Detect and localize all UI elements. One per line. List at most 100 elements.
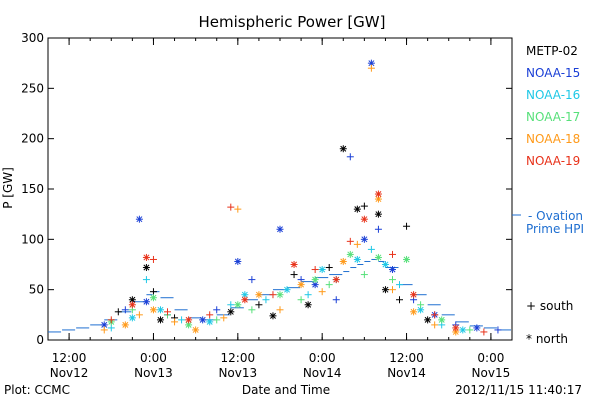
data-point-metp-02 bbox=[149, 288, 157, 296]
data-point-noaa-18 bbox=[367, 64, 375, 72]
data-point-metp-02 bbox=[255, 301, 263, 309]
y-axis-label: P [GW] bbox=[1, 167, 15, 209]
y-tick-label: 300 bbox=[21, 31, 44, 45]
x-tick-label-time: 0:00 bbox=[140, 351, 167, 365]
data-point-metp-02 bbox=[374, 210, 382, 218]
data-point-noaa-17 bbox=[234, 301, 242, 309]
data-point-noaa-18 bbox=[431, 321, 439, 329]
data-point-noaa-15 bbox=[248, 276, 256, 284]
legend-item-noaa-17: NOAA-17 bbox=[526, 110, 580, 124]
data-point-noaa-18 bbox=[171, 318, 179, 326]
data-point-noaa-16 bbox=[304, 291, 312, 299]
x-tick-label-time: 0:00 bbox=[477, 351, 504, 365]
data-point-noaa-18 bbox=[353, 240, 361, 248]
data-point-noaa-16 bbox=[459, 326, 467, 334]
data-point-noaa-17 bbox=[466, 326, 474, 334]
data-point-noaa-16 bbox=[381, 261, 389, 268]
data-point-metp-02 bbox=[353, 205, 361, 213]
x-tick-label-date: Nov14 bbox=[303, 366, 342, 380]
data-point-noaa-16 bbox=[227, 301, 235, 309]
data-point-noaa-17 bbox=[213, 316, 221, 324]
data-point-noaa-19 bbox=[142, 253, 150, 261]
south-symbol-label: + south bbox=[526, 299, 573, 313]
data-point-noaa-17 bbox=[149, 294, 157, 302]
data-point-noaa-18 bbox=[318, 288, 326, 296]
data-point-noaa-16 bbox=[142, 276, 150, 284]
data-point-metp-02 bbox=[325, 264, 333, 272]
data-point-noaa-19 bbox=[360, 215, 368, 223]
data-point-metp-02 bbox=[360, 202, 368, 210]
y-tick-label: 0 bbox=[36, 333, 44, 347]
data-point-noaa-15 bbox=[494, 326, 502, 334]
data-point-noaa-15 bbox=[388, 266, 396, 274]
data-point-noaa-17 bbox=[417, 301, 425, 309]
data-point-noaa-16 bbox=[283, 286, 291, 294]
data-point-noaa-19 bbox=[206, 311, 214, 319]
legend: METP-02 NOAA-15 NOAA-16 NOAA-17 NOAA-18 NOAA-… bbox=[526, 44, 580, 168]
y-tick-label: 250 bbox=[21, 81, 44, 95]
data-point-noaa-17 bbox=[388, 276, 396, 284]
data-point-noaa-19 bbox=[480, 328, 488, 336]
data-point-noaa-18 bbox=[192, 326, 200, 334]
data-point-noaa-15 bbox=[276, 225, 284, 233]
data-point-metp-02 bbox=[304, 301, 312, 309]
data-point-noaa-19 bbox=[107, 316, 115, 324]
data-point-metp-02 bbox=[339, 145, 347, 153]
data-point-noaa-18 bbox=[374, 195, 382, 203]
data-point-noaa-16 bbox=[178, 316, 186, 324]
data-point-noaa-16 bbox=[262, 296, 270, 304]
data-point-metp-02 bbox=[114, 308, 122, 316]
x-tick-label-date: Nov13 bbox=[134, 366, 173, 380]
data-point-noaa-19 bbox=[185, 316, 193, 324]
x-tick-label-time: 12:00 bbox=[52, 351, 87, 365]
data-point-noaa-18 bbox=[149, 306, 157, 314]
x-tick-label-date: Nov14 bbox=[387, 366, 426, 380]
data-point-noaa-18 bbox=[297, 281, 305, 289]
data-point-noaa-19 bbox=[346, 237, 354, 245]
data-point-noaa-15 bbox=[473, 324, 481, 332]
data-point-noaa-18 bbox=[121, 321, 129, 329]
data-point-metp-02 bbox=[269, 312, 277, 320]
data-point-noaa-17 bbox=[438, 316, 446, 324]
data-point-noaa-19 bbox=[410, 291, 418, 299]
data-point-noaa-15 bbox=[135, 215, 143, 223]
data-point-noaa-15 bbox=[234, 257, 242, 265]
data-point-noaa-17 bbox=[325, 281, 333, 289]
data-point-noaa-16 bbox=[156, 306, 164, 314]
data-point-noaa-15 bbox=[121, 306, 129, 314]
data-point-metp-02 bbox=[424, 316, 432, 324]
data-point-noaa-19 bbox=[241, 296, 249, 304]
data-point-noaa-17 bbox=[403, 255, 411, 263]
x-tick-label-date: Nov15 bbox=[472, 366, 511, 380]
data-point-metp-02 bbox=[403, 222, 411, 230]
x-tick-label-time: 12:00 bbox=[221, 351, 256, 365]
y-tick-label: 100 bbox=[21, 232, 44, 246]
data-point-noaa-15 bbox=[360, 235, 368, 243]
data-point-noaa-19 bbox=[227, 203, 235, 211]
legend-item-metp-02: METP-02 bbox=[526, 44, 578, 58]
data-point-metp-02 bbox=[128, 296, 136, 304]
plot-area: 05010015020025030012:00Nov120:00Nov1312:… bbox=[21, 31, 513, 380]
data-point-noaa-18 bbox=[276, 306, 284, 314]
data-point-noaa-18 bbox=[220, 314, 228, 322]
data-point-noaa-16 bbox=[107, 324, 115, 332]
data-point-noaa-17 bbox=[276, 291, 284, 299]
data-point-noaa-19 bbox=[164, 308, 172, 316]
data-point-noaa-19 bbox=[311, 266, 319, 274]
y-tick-label: 200 bbox=[21, 132, 44, 146]
data-point-noaa-15 bbox=[311, 281, 319, 289]
data-point-metp-02 bbox=[290, 271, 298, 279]
data-point-noaa-18 bbox=[234, 205, 242, 213]
data-point-noaa-19 bbox=[332, 276, 340, 284]
data-point-noaa-16 bbox=[128, 314, 136, 322]
data-point-noaa-19 bbox=[431, 311, 439, 319]
legend-item-noaa-15: NOAA-15 bbox=[526, 66, 580, 80]
legend-item-noaa-16: NOAA-16 bbox=[526, 88, 580, 102]
north-symbol-label: * north bbox=[526, 332, 568, 346]
data-point-noaa-16 bbox=[396, 281, 404, 289]
data-point-noaa-17 bbox=[297, 296, 305, 304]
data-point-metp-02 bbox=[396, 296, 404, 304]
data-point-noaa-18 bbox=[100, 326, 108, 334]
data-point-noaa-18 bbox=[255, 291, 263, 299]
